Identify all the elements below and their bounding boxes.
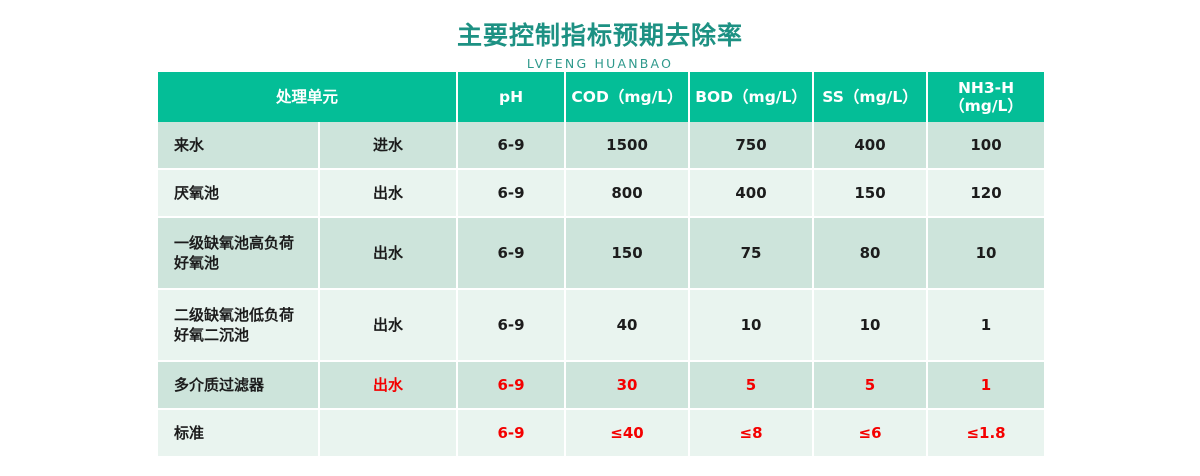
cell-ph: 6-9 (458, 362, 567, 410)
page-title: 主要控制指标预期去除率 (456, 21, 743, 50)
cell-unit-line1: 二级缺氧池低负荷 (174, 305, 295, 324)
cell-ss: 400 (814, 122, 929, 170)
cell-bod: 750 (690, 122, 815, 170)
table-body: 来水 进水 6-9 1500 750 400 100 厌氧池 出水 6-9 80… (158, 122, 1045, 458)
cell-unit: 厌氧池 (158, 170, 320, 218)
cell-ss: ≤6 (814, 410, 929, 458)
cell-stream: 出水 (320, 362, 459, 410)
column-header-ss: SS（mg/L） (814, 72, 929, 122)
cell-ss: 150 (814, 170, 929, 218)
cell-nh3: 120 (928, 170, 1045, 218)
cell-nh3: 1 (928, 362, 1045, 410)
table-row: 多介质过滤器 出水 6-9 30 5 5 1 (158, 362, 1045, 410)
cell-unit: 一级缺氧池高负荷 好氧池 (158, 218, 320, 290)
cell-nh3: 100 (928, 122, 1045, 170)
column-header-nh3: NH3-H （mg/L） (928, 72, 1045, 122)
cell-cod: 30 (566, 362, 691, 410)
cell-stream: 出水 (320, 170, 459, 218)
removal-rate-table: 处理单元 pH COD（mg/L） BOD（mg/L） SS（mg/L） NH3… (158, 72, 1045, 458)
column-header-bod: BOD（mg/L） (690, 72, 815, 122)
spec-table-container: 处理单元 pH COD（mg/L） BOD（mg/L） SS（mg/L） NH3… (158, 72, 1045, 458)
cell-ph: 6-9 (458, 170, 567, 218)
cell-cod: 40 (566, 290, 691, 362)
cell-cod: 800 (566, 170, 691, 218)
table-row: 一级缺氧池高负荷 好氧池 出水 6-9 150 75 80 10 (158, 218, 1045, 290)
title-block: 主要控制指标预期去除率 LVFENG HUANBAO (0, 0, 1200, 71)
column-header-nh3-line2: （mg/L） (949, 97, 1023, 115)
cell-unit-line2: 好氧池 (174, 254, 220, 272)
table-row: 标准 6-9 ≤40 ≤8 ≤6 ≤1.8 (158, 410, 1045, 458)
cell-stream: 出水 (320, 218, 459, 290)
page-subtitle: LVFENG HUANBAO (526, 55, 674, 71)
cell-stream: 出水 (320, 290, 459, 362)
cell-bod: ≤8 (690, 410, 815, 458)
cell-bod: 75 (690, 218, 815, 290)
cell-cod: 1500 (566, 122, 691, 170)
cell-unit: 标准 (158, 410, 320, 458)
column-header-nh3-line1: NH3-H (957, 78, 1015, 97)
column-header-ph: pH (458, 72, 567, 122)
cell-ph: 6-9 (458, 410, 567, 458)
cell-ss: 10 (814, 290, 929, 362)
cell-unit: 二级缺氧池低负荷 好氧二沉池 (158, 290, 320, 362)
cell-stream (320, 410, 459, 458)
cell-nh3: 1 (928, 290, 1045, 362)
cell-unit: 多介质过滤器 (158, 362, 320, 410)
cell-bod: 400 (690, 170, 815, 218)
cell-bod: 5 (690, 362, 815, 410)
cell-unit: 来水 (158, 122, 320, 170)
table-row: 来水 进水 6-9 1500 750 400 100 (158, 122, 1045, 170)
cell-nh3: 10 (928, 218, 1045, 290)
cell-ph: 6-9 (458, 290, 567, 362)
cell-unit-line2: 好氧二沉池 (174, 326, 250, 344)
table-row: 厌氧池 出水 6-9 800 400 150 120 (158, 170, 1045, 218)
table-header: 处理单元 pH COD（mg/L） BOD（mg/L） SS（mg/L） NH3… (158, 72, 1045, 122)
cell-ph: 6-9 (458, 122, 567, 170)
cell-cod: 150 (566, 218, 691, 290)
cell-nh3: ≤1.8 (928, 410, 1045, 458)
cell-cod: ≤40 (566, 410, 691, 458)
column-header-unit: 处理单元 (158, 72, 459, 122)
header-row: 处理单元 pH COD（mg/L） BOD（mg/L） SS（mg/L） NH3… (158, 72, 1045, 122)
cell-unit-line1: 一级缺氧池高负荷 (174, 233, 295, 252)
cell-stream: 进水 (320, 122, 459, 170)
cell-ss: 5 (814, 362, 929, 410)
column-header-cod: COD（mg/L） (566, 72, 691, 122)
cell-ph: 6-9 (458, 218, 567, 290)
cell-ss: 80 (814, 218, 929, 290)
table-row: 二级缺氧池低负荷 好氧二沉池 出水 6-9 40 10 10 1 (158, 290, 1045, 362)
cell-bod: 10 (690, 290, 815, 362)
